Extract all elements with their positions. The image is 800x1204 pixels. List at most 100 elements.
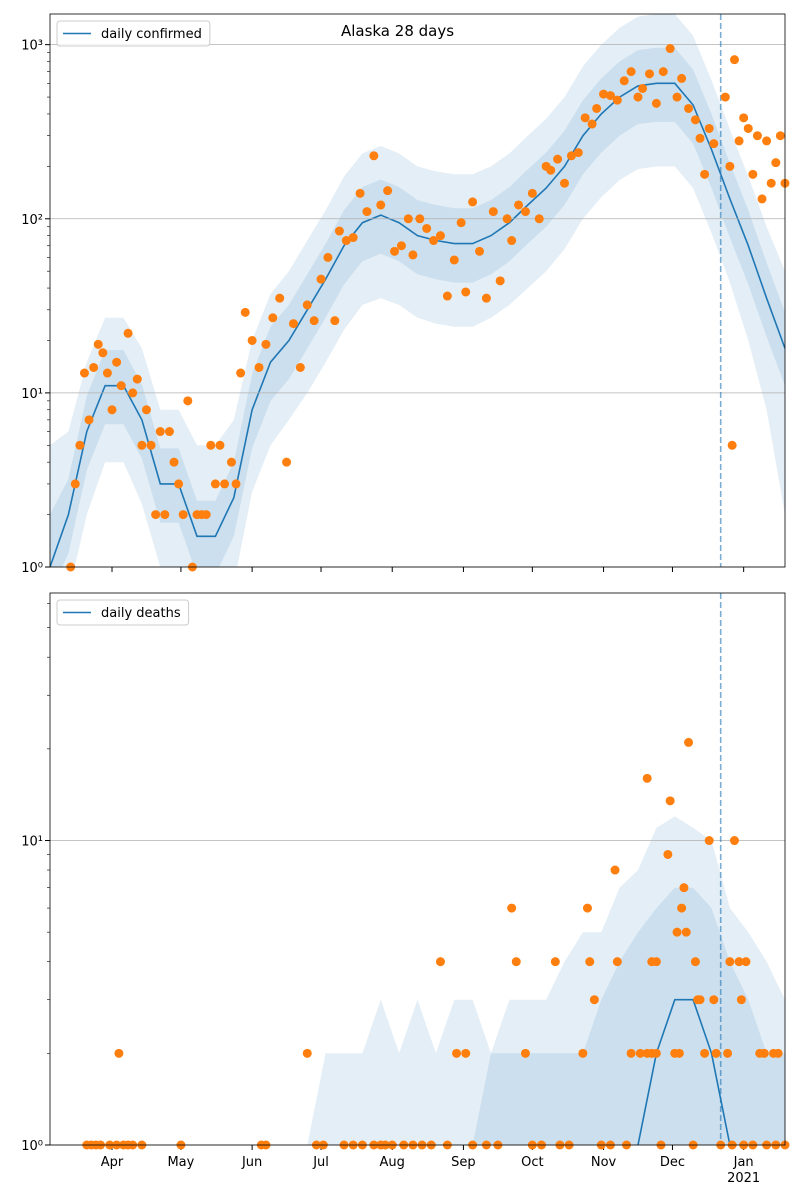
point: [651, 98, 661, 108]
point: [695, 133, 705, 143]
point: [766, 178, 776, 188]
point: [752, 131, 762, 141]
point: [220, 479, 230, 489]
point: [684, 737, 694, 747]
point: [514, 200, 524, 210]
point: [610, 865, 620, 875]
point: [302, 1048, 312, 1058]
point: [741, 957, 751, 967]
point: [254, 362, 264, 372]
legend-box: [56, 599, 190, 626]
point: [201, 510, 211, 520]
point: [355, 188, 365, 198]
point: [295, 362, 305, 372]
point: [665, 796, 675, 806]
legend-label: daily confirmed: [101, 27, 202, 42]
point: [599, 89, 609, 99]
point: [695, 995, 705, 1005]
point: [684, 103, 694, 113]
point: [151, 510, 161, 520]
point: [334, 226, 344, 236]
y-tick-label: 10²: [21, 213, 43, 228]
point: [690, 957, 700, 967]
y-tick-label: 10⁰: [21, 561, 43, 576]
point: [146, 440, 156, 450]
point: [141, 405, 151, 415]
point: [681, 927, 691, 937]
point: [79, 368, 89, 378]
chart-title: Alaska 28 days: [341, 22, 454, 40]
band: [50, 816, 785, 1145]
point: [236, 368, 246, 378]
point: [348, 233, 358, 243]
x-tick-label: Jan: [733, 1155, 754, 1170]
point: [155, 427, 165, 437]
point: [475, 246, 485, 256]
point: [316, 274, 326, 284]
point: [739, 113, 749, 123]
point: [507, 903, 517, 913]
point: [408, 250, 418, 260]
plot-area: [50, 816, 785, 1145]
point: [679, 883, 689, 893]
point: [587, 119, 597, 129]
x-tick-label: Dec: [660, 1155, 685, 1170]
point: [206, 440, 216, 450]
x-tick-label: Aug: [380, 1155, 405, 1170]
point: [651, 1048, 661, 1058]
point: [376, 200, 386, 210]
point: [226, 457, 236, 467]
point: [672, 92, 682, 102]
point: [132, 374, 142, 384]
point: [89, 362, 99, 372]
point: [612, 95, 622, 105]
y-tick-label: 10⁰: [21, 1139, 43, 1154]
point: [511, 957, 521, 967]
point: [520, 1048, 530, 1058]
point: [442, 291, 452, 301]
point: [495, 276, 505, 286]
point: [369, 151, 379, 161]
point: [626, 67, 636, 77]
point: [275, 293, 285, 303]
point: [174, 479, 184, 489]
point: [309, 316, 319, 326]
point: [429, 236, 439, 246]
point: [456, 218, 466, 228]
point: [302, 300, 312, 310]
point: [723, 1048, 733, 1058]
point: [626, 1048, 636, 1058]
point: [727, 440, 737, 450]
point: [762, 136, 772, 146]
point: [700, 169, 710, 179]
point: [435, 957, 445, 967]
x-tick-label: Jun: [241, 1155, 262, 1170]
point: [93, 339, 103, 349]
x-tick-label: Oct: [521, 1155, 543, 1170]
legend-box: [56, 20, 211, 47]
point: [566, 151, 576, 161]
x-tick-label: Sep: [451, 1155, 476, 1170]
line: [50, 82, 785, 567]
point: [383, 186, 393, 196]
point: [330, 316, 340, 326]
point: [362, 207, 372, 217]
point: [215, 440, 225, 450]
point: [461, 287, 471, 297]
point: [651, 957, 661, 967]
point: [114, 1048, 124, 1058]
point: [759, 1048, 769, 1058]
point: [268, 313, 278, 323]
y-tick-label: 10³: [21, 39, 43, 54]
point: [461, 1048, 471, 1058]
point: [748, 169, 758, 179]
point: [573, 148, 583, 158]
point: [711, 1048, 721, 1058]
point: [107, 405, 117, 415]
x-year-label: 2021: [727, 1171, 760, 1186]
point: [169, 457, 179, 467]
point: [585, 957, 595, 967]
point: [102, 368, 112, 378]
point: [736, 995, 746, 1005]
point: [84, 415, 94, 425]
